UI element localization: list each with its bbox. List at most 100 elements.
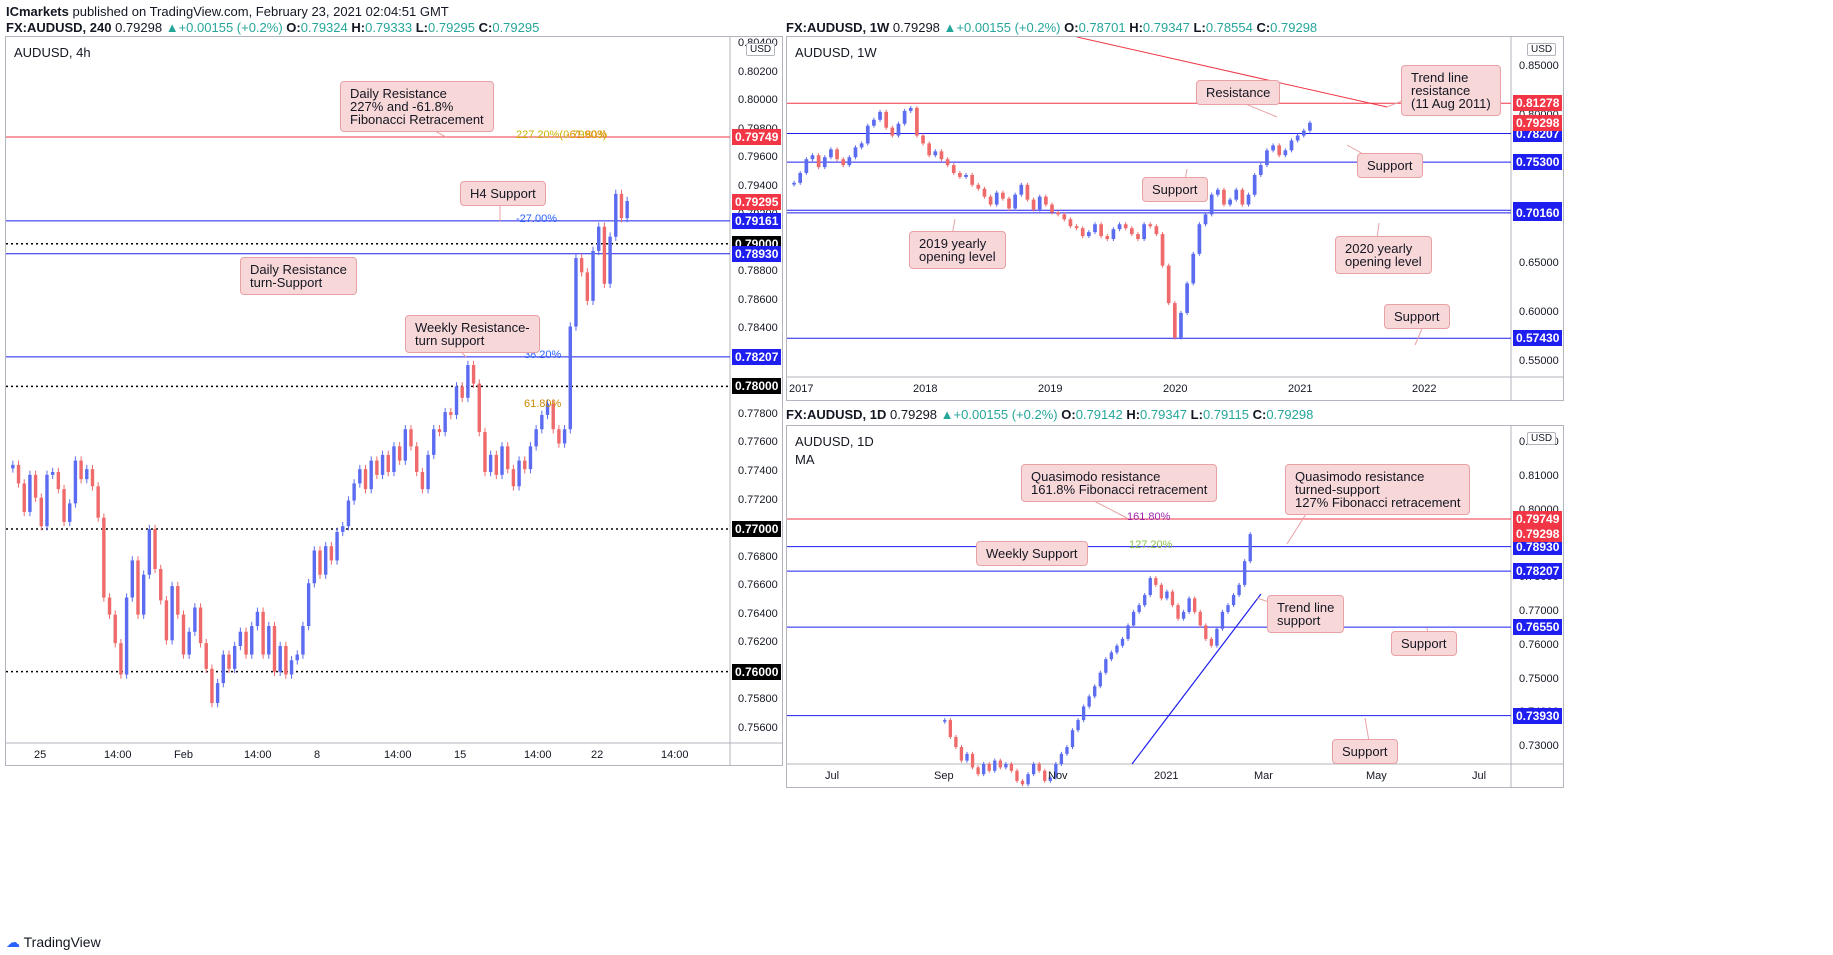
daily-resistance-callout[interactable]: Daily Resistance 227% and -61.8% Fibonac… bbox=[340, 81, 494, 132]
candle-body bbox=[1013, 194, 1017, 209]
candle-body bbox=[1123, 224, 1128, 229]
candle-body bbox=[1252, 174, 1257, 195]
candle-body bbox=[965, 753, 969, 761]
chart-panel-w1[interactable]: AUDUSD, 1W 0.850000.800000.750000.700000… bbox=[786, 36, 1564, 401]
candle-body bbox=[301, 626, 305, 655]
price-level-tag: 0.79749 bbox=[1513, 510, 1563, 527]
trend-line-resistance-callout[interactable]: Trend line resistance (11 Aug 2011) bbox=[1401, 65, 1501, 116]
candle-body bbox=[1154, 226, 1159, 235]
ma-indicator-label[interactable]: MA bbox=[795, 452, 815, 467]
candle-body bbox=[267, 626, 271, 655]
price-level-tag: 0.76000 bbox=[732, 663, 782, 680]
candle-body bbox=[1185, 283, 1189, 313]
candle-body bbox=[872, 119, 876, 126]
candle-body bbox=[1234, 189, 1239, 200]
candle-body bbox=[943, 720, 947, 722]
candle-body bbox=[79, 460, 83, 480]
support-callout-d1-1[interactable]: Support bbox=[1391, 631, 1457, 656]
price-tick-label: 0.76800 bbox=[738, 550, 778, 563]
candle-body bbox=[829, 149, 833, 158]
candle-body bbox=[1160, 234, 1165, 266]
support-callout-3[interactable]: Support bbox=[1384, 304, 1450, 329]
candle-body bbox=[1059, 753, 1064, 764]
candle-body bbox=[1172, 303, 1177, 338]
candle-body bbox=[488, 454, 493, 473]
price-tick-label: 0.79600 bbox=[738, 151, 778, 164]
candle-body bbox=[204, 643, 208, 669]
h4-support-callout[interactable]: H4 Support bbox=[460, 181, 546, 206]
candle-body bbox=[1009, 764, 1014, 771]
candle-body bbox=[454, 386, 459, 415]
price-tick-label: 0.77800 bbox=[738, 407, 778, 420]
candle-body bbox=[1129, 228, 1134, 235]
candle-body bbox=[85, 469, 89, 480]
trend-line-support-callout[interactable]: Trend line support bbox=[1267, 595, 1345, 633]
currency-label[interactable]: USD bbox=[1527, 432, 1557, 445]
candle-body bbox=[483, 432, 487, 473]
candle-body bbox=[403, 429, 408, 461]
candle-body bbox=[375, 460, 379, 475]
candle-body bbox=[1015, 770, 1019, 781]
candle-body bbox=[948, 720, 952, 737]
chart-panel-d1[interactable]: AUDUSD, 1D MA 0.820000.810000.800000.790… bbox=[786, 425, 1564, 788]
last-price: 0.79298 bbox=[115, 20, 163, 35]
candle-body bbox=[1308, 122, 1312, 131]
candle-body bbox=[90, 469, 95, 487]
resistance-callout[interactable]: Resistance bbox=[1196, 80, 1281, 105]
symbol-label: FX:AUDUSD, 1W bbox=[786, 20, 890, 35]
candle-body bbox=[1031, 199, 1036, 210]
candle-body bbox=[1143, 595, 1147, 606]
time-tick-label: Jul bbox=[1472, 770, 1487, 782]
tradingview-logo[interactable]: ☁ TradingView bbox=[6, 934, 101, 951]
currency-label[interactable]: USD bbox=[1527, 43, 1557, 56]
candle-body bbox=[1068, 219, 1073, 227]
support-callout-d1-2[interactable]: Support bbox=[1332, 739, 1398, 764]
price-tick-label: 0.60000 bbox=[1519, 305, 1559, 318]
candle-body bbox=[1226, 605, 1230, 612]
candle-body bbox=[380, 454, 385, 475]
candle-body bbox=[306, 583, 311, 627]
weekly-resistance-turn-support-callout[interactable]: Weekly Resistance- turn support bbox=[405, 315, 540, 353]
candle-body bbox=[449, 412, 453, 415]
publisher-name[interactable]: ICmarkets bbox=[6, 4, 69, 19]
candle-body bbox=[625, 201, 629, 219]
candle-body bbox=[1248, 534, 1252, 562]
candle-body bbox=[369, 460, 373, 490]
ohlc-bar-w1: FX:AUDUSD, 1W 0.79298 ▲+0.00155 (+0.2%) … bbox=[786, 20, 1318, 35]
candle-body bbox=[397, 446, 402, 461]
support-callout-2[interactable]: Support bbox=[1357, 153, 1423, 178]
symbol-label: FX:AUDUSD, 240 bbox=[6, 20, 112, 35]
candle-body bbox=[1098, 672, 1102, 687]
quasimodo-resistance-callout[interactable]: Quasimodo resistance 161.8% Fibonacci re… bbox=[1021, 464, 1218, 502]
candle-body bbox=[1111, 229, 1116, 240]
time-tick-label: 2019 bbox=[1038, 383, 1063, 395]
last-price-tag: 0.79295 bbox=[732, 193, 782, 210]
candle-body bbox=[1031, 764, 1036, 775]
price-level-tag: 0.78930 bbox=[732, 245, 782, 262]
chart-panel-h4[interactable]: AUDUSD, 4h 0.804000.802000.800000.798000… bbox=[5, 36, 783, 766]
daily-resistance-turn-support-callout[interactable]: Daily Resistance turn-Support bbox=[240, 257, 357, 295]
time-tick-label: Sep bbox=[934, 770, 954, 782]
weekly-support-callout[interactable]: Weekly Support bbox=[976, 541, 1088, 566]
candle-body bbox=[1025, 184, 1030, 200]
yearly-2019-callout[interactable]: 2019 yearly opening level bbox=[909, 231, 1006, 269]
candle-body bbox=[124, 597, 129, 675]
price-tick-label: 0.78400 bbox=[738, 322, 778, 335]
candle-body bbox=[392, 446, 396, 473]
yearly-2020-callout[interactable]: 2020 yearly opening level bbox=[1335, 236, 1432, 274]
chart-title: AUDUSD, 1W bbox=[795, 45, 877, 60]
candle-body bbox=[466, 365, 470, 398]
candle-body bbox=[255, 611, 260, 627]
quasimodo-resistance-support-callout[interactable]: Quasimodo resistance turned-support 127%… bbox=[1285, 464, 1471, 515]
candle-body bbox=[987, 764, 991, 771]
time-tick-label: 2022 bbox=[1412, 383, 1437, 395]
candle-body bbox=[902, 110, 907, 124]
candle-body bbox=[847, 157, 852, 166]
candle-body bbox=[945, 159, 950, 166]
currency-label[interactable]: USD bbox=[746, 43, 776, 56]
candle-body bbox=[1148, 578, 1152, 595]
price-level-tag: 0.81278 bbox=[1513, 95, 1563, 112]
support-callout-1[interactable]: Support bbox=[1142, 177, 1208, 202]
candle-body bbox=[1120, 638, 1125, 646]
candle-body bbox=[1115, 645, 1119, 653]
